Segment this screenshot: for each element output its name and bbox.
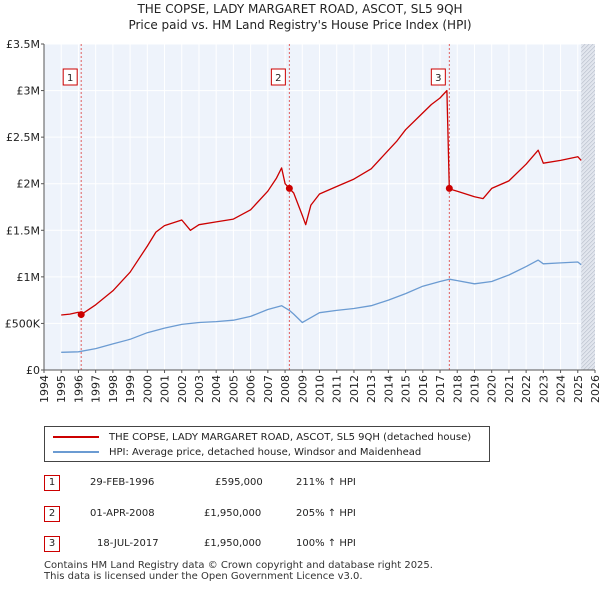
y-tick-label: £3M [17, 85, 41, 98]
sale-number-badge: 1 [44, 475, 60, 491]
x-tick-label: 2024 [555, 375, 568, 403]
y-tick-label: £0 [26, 364, 40, 377]
x-tick-label: 2023 [537, 375, 550, 403]
x-tick-label: 2020 [486, 375, 499, 403]
legend-item-property: THE COPSE, LADY MARGARET ROAD, ASCOT, SL… [53, 430, 471, 444]
sale-hpi-change: 205% ↑ HPI [296, 508, 356, 519]
legend-label-hpi: HPI: Average price, detached house, Wind… [109, 446, 422, 458]
x-tick-label: 2001 [159, 375, 172, 403]
future-hatch [581, 197, 595, 213]
sale-label-box [430, 68, 446, 86]
sale-point [445, 184, 453, 192]
x-tick-label: 2007 [262, 375, 275, 403]
legend-swatch-property [53, 436, 99, 438]
x-tick-label: 2017 [434, 375, 447, 403]
sale-label-text: 2 [275, 73, 281, 84]
sale-date: 01-APR-2008 [90, 508, 155, 519]
footer-line-licence: This data is licensed under the Open Gov… [44, 571, 363, 582]
x-tick-label: 2025 [572, 375, 585, 403]
sale-label-text: 3 [435, 73, 441, 84]
x-tick-label: 2013 [365, 375, 378, 403]
sale-price: £1,950,000 [204, 538, 262, 549]
sale-point [77, 311, 85, 319]
y-tick-label: £3.5M [6, 38, 40, 51]
x-tick-label: 2011 [331, 375, 344, 403]
price-chart: 1 2 3 £0 £500K £1M £1.5M £2M £2.5M £3M £3.5M 1994 19… [5, 38, 600, 403]
footer-line-copyright: Contains HM Land Registry data © Crown c… [44, 560, 433, 571]
future-hatch [581, 309, 595, 325]
x-tick-label: 2022 [520, 375, 533, 403]
x-tick-label: 1999 [124, 375, 137, 403]
future-hatch [581, 301, 595, 317]
x-tick-label: 2003 [193, 375, 206, 403]
legend-label-property: THE COPSE, LADY MARGARET ROAD, ASCOT, SL… [109, 431, 472, 443]
sale-date: 18-JUL-2017 [97, 538, 159, 549]
future-hatch [581, 205, 595, 221]
y-tick-label: £500K [5, 317, 41, 330]
x-tick-label: 2004 [210, 375, 223, 403]
x-tick-label: 2012 [348, 375, 361, 403]
sale-label-text: 1 [67, 73, 73, 84]
x-tick-label: 2002 [176, 375, 189, 403]
x-tick-label: 2005 [227, 375, 240, 403]
sale-price: £1,950,000 [204, 508, 262, 519]
x-tick-label: 2014 [382, 375, 395, 403]
future-hatch [581, 193, 595, 209]
x-tick-label: 1995 [55, 375, 68, 403]
future-hatch [581, 93, 595, 109]
x-tick-label: 2000 [141, 375, 154, 403]
y-tick-label: £1.5M [6, 224, 40, 237]
legend-item-hpi: HPI: Average price, detached house, Wind… [53, 445, 421, 459]
legend-swatch-hpi [53, 451, 99, 453]
sale-price: £595,000 [215, 477, 263, 488]
sale-number-badge: 3 [44, 536, 60, 552]
x-tick-label: 1996 [72, 375, 85, 403]
future-hatch [581, 97, 595, 113]
x-tick-label: 2008 [279, 375, 292, 403]
x-tick-label: 1997 [90, 375, 103, 403]
x-tick-label: 1994 [38, 375, 51, 403]
sale-point [285, 184, 293, 192]
x-tick-label: 2026 [589, 375, 600, 403]
footer-attribution: Contains HM Land Registry data © Crown c… [44, 560, 433, 582]
chart-legend: THE COPSE, LADY MARGARET ROAD, ASCOT, SL… [44, 426, 490, 462]
x-tick-label: 2018 [451, 375, 464, 403]
y-tick-label: £2.5M [6, 131, 40, 144]
chart-subtitle: Price paid vs. HM Land Registry's House … [128, 18, 472, 32]
x-tick-label: 2010 [314, 375, 327, 403]
sale-hpi-change: 100% ↑ HPI [296, 538, 356, 549]
property-price-line [61, 89, 582, 316]
x-tick-label: 2019 [468, 375, 481, 403]
sale-number-badge: 2 [44, 506, 60, 522]
y-tick-label: £1M [17, 271, 41, 284]
sale-label-box [62, 68, 78, 86]
future-hatch [581, 85, 595, 101]
x-tick-label: 2009 [296, 375, 309, 403]
y-tick-label: £2M [17, 178, 41, 191]
x-tick-label: 1998 [107, 375, 120, 403]
hpi-line [61, 259, 582, 353]
future-hatch [581, 305, 595, 321]
sale-date: 29-FEB-1996 [90, 477, 155, 488]
x-tick-label: 2006 [245, 375, 258, 403]
x-tick-label: 2021 [503, 375, 516, 403]
x-tick-label: 2015 [400, 375, 413, 403]
future-hatch [581, 89, 595, 105]
sale-label-box [270, 68, 286, 86]
future-hatch [581, 201, 595, 217]
x-tick-label: 2016 [417, 375, 430, 403]
sale-hpi-change: 211% ↑ HPI [296, 477, 356, 488]
chart-title: THE COPSE, LADY MARGARET ROAD, ASCOT, SL… [137, 2, 463, 16]
future-hatch [581, 313, 595, 329]
